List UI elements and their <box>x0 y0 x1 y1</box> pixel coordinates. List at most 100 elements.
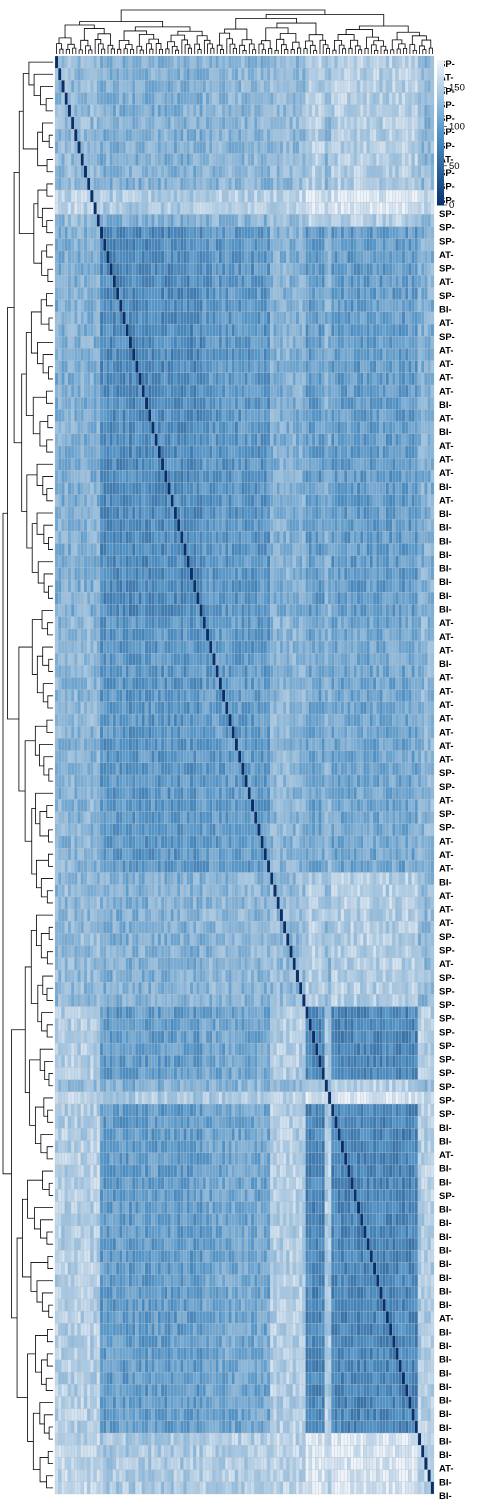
heatmap-cell <box>157 116 162 130</box>
heatmap-cell <box>369 238 374 252</box>
heatmap-cell <box>263 214 268 227</box>
heatmap-cell <box>218 226 223 239</box>
heatmap-cell <box>61 250 65 264</box>
heatmap-cell <box>221 55 226 69</box>
heatmap-cell <box>115 518 120 532</box>
heatmap-cell <box>347 92 351 105</box>
heatmap-cell <box>295 518 300 532</box>
heatmap-cell <box>234 458 239 471</box>
heatmap-cell <box>183 177 187 191</box>
heatmap-cell <box>96 348 101 361</box>
heatmap-cell <box>404 360 409 373</box>
heatmap-cell <box>263 348 268 361</box>
heatmap-cell <box>83 506 88 520</box>
heatmap-cell <box>427 141 431 154</box>
heatmap-cell <box>395 202 399 215</box>
heatmap-cell <box>366 433 370 447</box>
heatmap-cell <box>379 116 383 130</box>
heatmap-cell <box>115 506 120 520</box>
heatmap-cell <box>151 287 155 300</box>
heatmap-cell <box>279 55 284 69</box>
heatmap-cell <box>318 275 322 288</box>
heatmap-cell <box>395 421 399 434</box>
heatmap-cell <box>241 250 245 264</box>
heatmap-cell <box>289 506 293 520</box>
dendrogram-branch <box>48 366 53 380</box>
heatmap-cell <box>411 68 415 81</box>
heatmap-cell <box>215 494 219 508</box>
heatmap-cell <box>305 263 309 276</box>
heatmap-cell <box>279 421 284 434</box>
heatmap-cell <box>273 92 277 105</box>
heatmap-cell <box>327 165 332 178</box>
heatmap-cell <box>395 153 399 166</box>
heatmap-cell <box>392 433 396 447</box>
heatmap-cell <box>282 445 287 459</box>
heatmap-cell <box>263 238 268 252</box>
heatmap-cell <box>395 189 399 203</box>
heatmap-cell <box>135 311 139 325</box>
heatmap-cell <box>131 287 136 300</box>
heatmap-cell <box>183 275 187 288</box>
dendrogram-branch <box>36 914 53 947</box>
heatmap-cell <box>350 177 354 191</box>
heatmap-cell <box>99 226 104 239</box>
heatmap-cell <box>128 80 133 93</box>
dendrogram-branch <box>117 48 122 54</box>
heatmap-cell <box>353 531 358 544</box>
heatmap-cell <box>247 360 252 373</box>
heatmap-cell <box>112 287 117 300</box>
heatmap-cell <box>353 445 358 459</box>
heatmap-cell <box>311 80 316 93</box>
heatmap-cell <box>74 518 78 532</box>
heatmap-cell <box>196 445 200 459</box>
heatmap-cell <box>96 141 101 154</box>
heatmap-cell <box>61 518 65 532</box>
heatmap-cell <box>138 470 142 483</box>
heatmap-cell <box>321 445 325 459</box>
heatmap-cell <box>388 165 393 178</box>
heatmap-cell <box>404 445 409 459</box>
heatmap-cell <box>289 189 293 203</box>
heatmap-cell <box>135 531 139 544</box>
heatmap-cell <box>77 543 81 556</box>
heatmap-cell <box>86 238 91 252</box>
heatmap-cell <box>321 250 325 264</box>
heatmap-cell <box>414 409 419 422</box>
heatmap-cell <box>347 323 351 337</box>
dendrogram-branch <box>396 48 401 54</box>
heatmap-cell <box>218 482 223 495</box>
heatmap-cell <box>331 323 335 337</box>
heatmap-cell <box>237 104 242 118</box>
heatmap-cell <box>115 470 120 483</box>
heatmap-cell <box>257 348 261 361</box>
heatmap-cell <box>106 68 110 81</box>
heatmap-cell <box>302 263 306 276</box>
heatmap-cell <box>170 263 174 276</box>
heatmap-cell <box>395 372 399 386</box>
dendrogram-branch <box>42 646 53 666</box>
heatmap-cell <box>131 104 136 118</box>
heatmap-cell <box>392 336 396 349</box>
heatmap-cell <box>67 543 72 556</box>
heatmap-cell <box>157 299 162 313</box>
heatmap-cell <box>311 372 316 386</box>
heatmap-cell <box>144 177 149 191</box>
heatmap-cell <box>99 80 104 93</box>
heatmap-cell <box>421 482 425 495</box>
heatmap-cell <box>411 116 415 130</box>
heatmap-cell <box>186 226 191 239</box>
heatmap-cell <box>337 531 341 544</box>
heatmap-cell <box>331 311 335 325</box>
heatmap-cell <box>151 80 155 93</box>
heatmap-cell <box>61 384 65 398</box>
heatmap-cell <box>263 482 268 495</box>
heatmap-cell <box>70 263 75 276</box>
heatmap-cell <box>266 470 271 483</box>
heatmap-cell <box>315 238 319 252</box>
heatmap-cell <box>74 445 78 459</box>
heatmap-cell <box>421 433 425 447</box>
heatmap-cell <box>192 445 197 459</box>
heatmap-cell <box>260 348 264 361</box>
heatmap-cell <box>379 470 383 483</box>
